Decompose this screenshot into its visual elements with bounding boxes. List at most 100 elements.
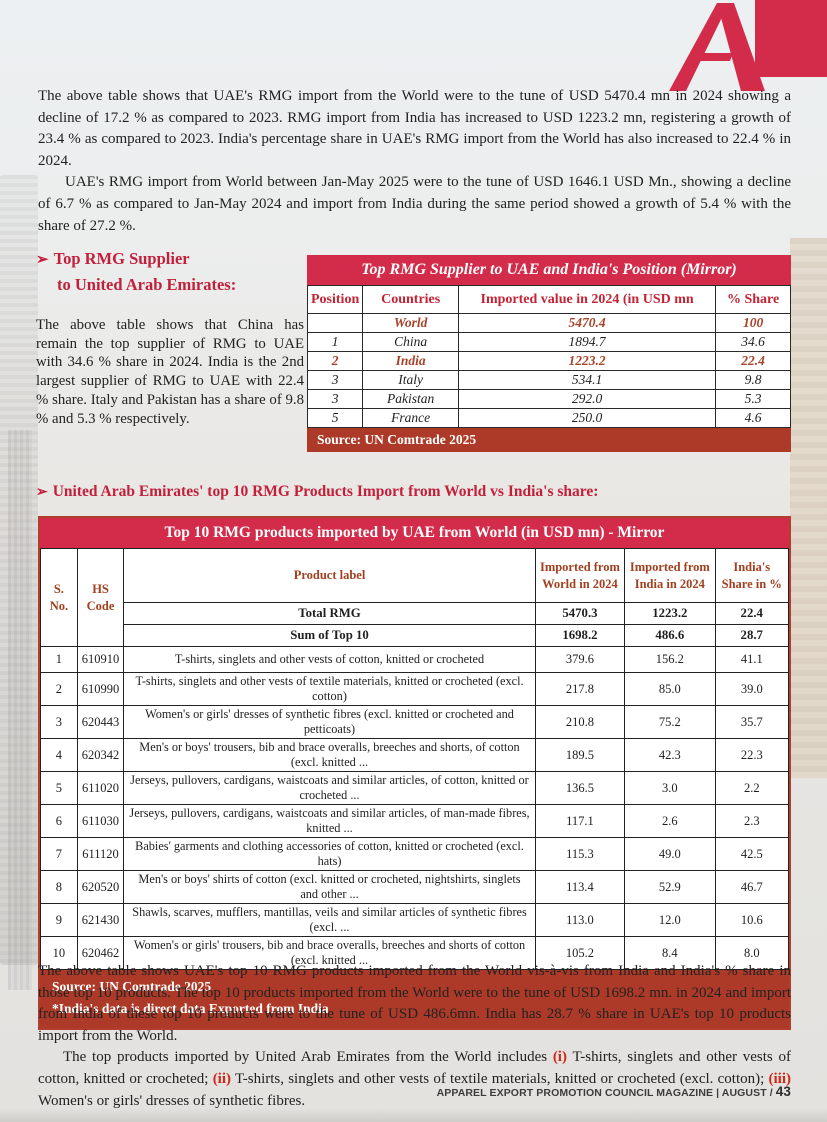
table2-source-line1: Source: UN Comtrade 2025: [52, 979, 212, 994]
table-row: 8 620520 Men's or boys' shirts of cotton…: [40, 870, 790, 904]
table1-header-value: Imported value in 2024 (in USD mn: [458, 285, 717, 314]
value-cell: 534.1: [458, 370, 717, 390]
table1-header-row: Position Countries Imported value in 202…: [306, 285, 791, 314]
position-cell: [306, 313, 364, 333]
product-label-cell: Shawls, scarves, mufflers, mantillas, ve…: [123, 903, 536, 937]
intro-paragraph-2: UAE's RMG import from World between Jan-…: [38, 174, 791, 234]
table-row: 1 610910 T-shirts, singlets and other ve…: [40, 646, 790, 673]
intro-text-block: The above table shows that UAE's RMG imp…: [38, 86, 791, 237]
india-value-cell: 2.6: [624, 804, 716, 838]
world-value-cell: 217.8: [534, 672, 626, 706]
section-heading-line1: Top RMG Supplier: [53, 249, 190, 268]
india-value-cell: 12.0: [624, 903, 716, 937]
summary-india: 486.6: [624, 624, 716, 647]
intro-paragraph-1: The above table shows that UAE's RMG imp…: [38, 88, 791, 169]
closing-para2-seg2: T-shirts, singlets and other vests of te…: [231, 1070, 769, 1087]
aepc-logo: [657, 0, 827, 96]
table-row: 9 621430 Shawls, scarves, mufflers, mant…: [40, 903, 790, 937]
share-cell: 46.7: [714, 870, 790, 904]
share-cell: 42.5: [714, 837, 790, 871]
country-cell: Italy: [362, 370, 460, 390]
sno-cell: 5: [40, 771, 78, 805]
value-cell: 292.0: [458, 389, 717, 409]
share-cell: 8.0: [714, 936, 790, 970]
page-footer: APPAREL EXPORT PROMOTION COUNCIL MAGAZIN…: [437, 1084, 791, 1099]
closing-para2-prefix: The top products imported by United Arab…: [63, 1049, 553, 1066]
sno-cell: 3: [40, 705, 78, 739]
world-value-cell: 115.3: [534, 837, 626, 871]
closing-text-block: The above table shows UAE's top 10 RMG p…: [38, 961, 791, 1112]
table-row: 4 620342 Men's or boys' trousers, bib an…: [40, 738, 790, 772]
table-row: 6 611030 Jerseys, pullovers, cardigans, …: [40, 804, 790, 838]
summary-share: 28.7: [714, 624, 790, 647]
share-cell: 2.2: [714, 771, 790, 805]
world-value-cell: 105.2: [534, 936, 626, 970]
india-value-cell: 42.3: [624, 738, 716, 772]
hs-code-cell: 621430: [76, 903, 125, 937]
section-body-text: The above table shows that China has rem…: [36, 316, 304, 427]
country-cell: India: [362, 351, 460, 371]
sno-cell: 1: [40, 646, 78, 673]
background-road-image: [0, 1108, 827, 1122]
table1-title: Top RMG Supplier to UAE and India's Posi…: [307, 255, 791, 285]
hs-code-cell: 610990: [76, 672, 125, 706]
share-cell: 5.3: [715, 389, 791, 409]
table1-header-share: % Share: [715, 285, 791, 314]
table-row: 1 China 1894.7 34.6: [306, 332, 791, 352]
share-cell: 10.6: [714, 903, 790, 937]
footer-page-number: 43: [775, 1084, 791, 1099]
background-building-image: [790, 238, 827, 778]
summary-world: 1698.2: [534, 624, 626, 647]
marker-i: (i): [552, 1049, 567, 1066]
product-label-cell: Women's or girls' trousers, bib and brac…: [123, 936, 536, 970]
world-value-cell: 136.5: [534, 771, 626, 805]
table-row: 7 611120 Babies' garments and clothing a…: [40, 837, 790, 871]
india-value-cell: 8.4: [624, 936, 716, 970]
position-cell: 1: [306, 332, 364, 352]
hs-code-cell: 611030: [76, 804, 125, 838]
product-label-cell: Jerseys, pullovers, cardigans, waistcoat…: [123, 804, 536, 838]
sno-cell: 8: [40, 870, 78, 904]
table-row: 5 France 250.0 4.6: [306, 408, 791, 428]
share-cell: 35.7: [714, 705, 790, 739]
sno-cell: 9: [40, 903, 78, 937]
country-cell: World: [362, 313, 460, 333]
closing-paragraph-1: The above table shows UAE's top 10 RMG p…: [38, 963, 791, 1044]
country-cell: France: [362, 408, 460, 428]
table-row: 5 611020 Jerseys, pullovers, cardigans, …: [40, 771, 790, 805]
hs-code-cell: 620443: [76, 705, 125, 739]
country-cell: China: [362, 332, 460, 352]
india-value-cell: 85.0: [624, 672, 716, 706]
world-value-cell: 117.1: [534, 804, 626, 838]
position-cell: 2: [306, 351, 364, 371]
value-cell: 5470.4: [458, 313, 717, 333]
world-value-cell: 189.5: [534, 738, 626, 772]
marker-iii: (iii): [768, 1070, 792, 1087]
world-value-cell: 113.4: [534, 870, 626, 904]
top10-products-table: Top 10 RMG products imported by UAE from…: [38, 516, 791, 1030]
value-cell: 250.0: [458, 408, 717, 428]
share-cell: 22.4: [715, 351, 791, 371]
sno-cell: 10: [40, 936, 78, 970]
table-row: World 5470.4 100: [306, 313, 791, 333]
table2-header-share: India's Share in %: [714, 548, 790, 603]
sno-cell: 2: [40, 672, 78, 706]
top10-section-heading: ➢ United Arab Emirates' top 10 RMG Produc…: [36, 483, 796, 501]
product-label-cell: Men's or boys' trousers, bib and brace o…: [123, 738, 536, 772]
share-cell: 2.3: [714, 804, 790, 838]
marker-ii: (ii): [212, 1070, 232, 1087]
share-cell: 9.8: [715, 370, 791, 390]
table2-source-note: Source: UN Comtrade 2025 *India's data i…: [40, 970, 789, 1028]
table1-header-position: Position: [306, 285, 364, 314]
position-cell: 3: [306, 389, 364, 409]
table2-header-sno: S. No.: [40, 548, 78, 647]
table-row: 3 Pakistan 292.0 5.3: [306, 389, 791, 409]
world-value-cell: 113.0: [534, 903, 626, 937]
top10-section-heading-text: United Arab Emirates' top 10 RMG Product…: [52, 483, 599, 500]
table-row: 2 610990 T-shirts, singlets and other ve…: [40, 672, 790, 706]
table-row: 10 620462 Women's or girls' trousers, bi…: [40, 936, 790, 970]
hs-code-cell: 610910: [76, 646, 125, 673]
sno-cell: 4: [40, 738, 78, 772]
table-row: 3 Italy 534.1 9.8: [306, 370, 791, 390]
share-cell: 34.6: [715, 332, 791, 352]
